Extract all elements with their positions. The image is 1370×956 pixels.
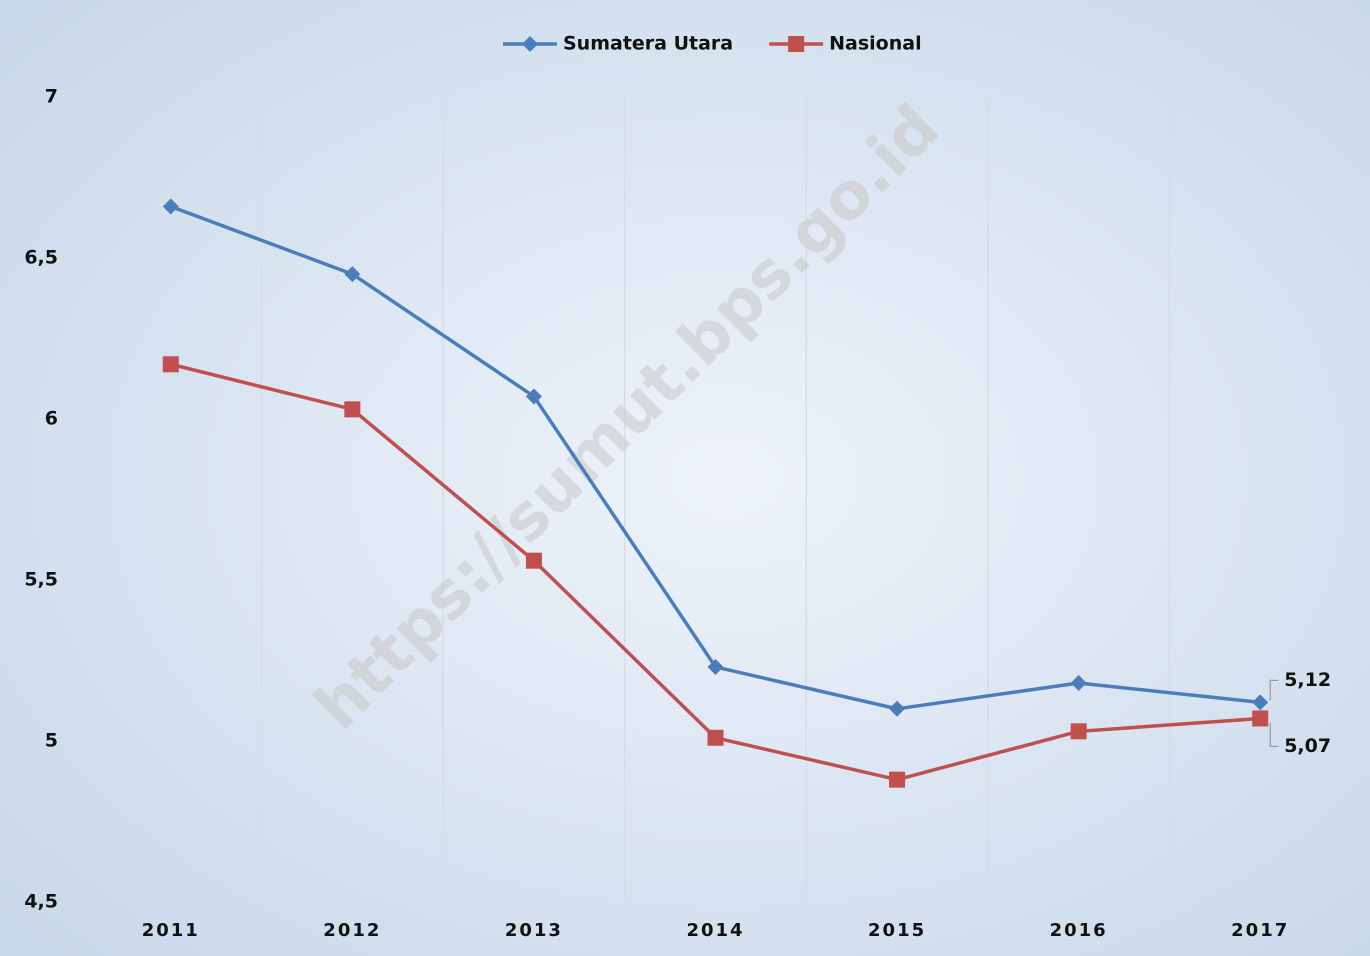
marker xyxy=(788,36,805,52)
data-label: 5,12 xyxy=(1284,669,1331,691)
marker xyxy=(889,771,906,788)
marker xyxy=(889,700,906,717)
label-leader xyxy=(1269,679,1279,701)
marker xyxy=(1252,694,1269,711)
x-tick-label: 2016 xyxy=(1050,920,1108,941)
marker xyxy=(525,388,542,405)
x-tick-label: 2011 xyxy=(142,920,200,941)
marker xyxy=(525,552,542,569)
legend: Sumatera Utara Nasional xyxy=(503,33,922,55)
y-tick-label: 5 xyxy=(45,730,58,752)
marker xyxy=(1252,710,1269,727)
marker xyxy=(1070,723,1087,740)
x-tick-label: 2015 xyxy=(868,920,926,941)
x-tick-label: 2012 xyxy=(323,920,381,941)
marker xyxy=(344,401,361,418)
legend-label: Sumatera Utara xyxy=(563,33,733,55)
label-leader xyxy=(1269,722,1279,748)
marker xyxy=(522,36,538,52)
y-tick-label: 5,5 xyxy=(24,569,58,591)
y-tick-label: 6 xyxy=(45,408,58,430)
marker xyxy=(162,198,179,215)
x-tick-label: 2014 xyxy=(686,920,744,941)
y-tick-label: 4,5 xyxy=(24,891,58,913)
marker xyxy=(162,356,179,373)
y-tick-label: 6,5 xyxy=(24,247,58,269)
x-tick-label: 2013 xyxy=(505,920,563,941)
data-label: 5,07 xyxy=(1284,735,1331,757)
x-tick-label: 2017 xyxy=(1231,920,1289,941)
y-tick-label: 7 xyxy=(45,86,58,108)
marker xyxy=(1070,675,1087,692)
marker xyxy=(707,658,724,675)
legend-label: Nasional xyxy=(829,33,921,55)
marker xyxy=(707,729,724,746)
marker xyxy=(344,266,361,283)
